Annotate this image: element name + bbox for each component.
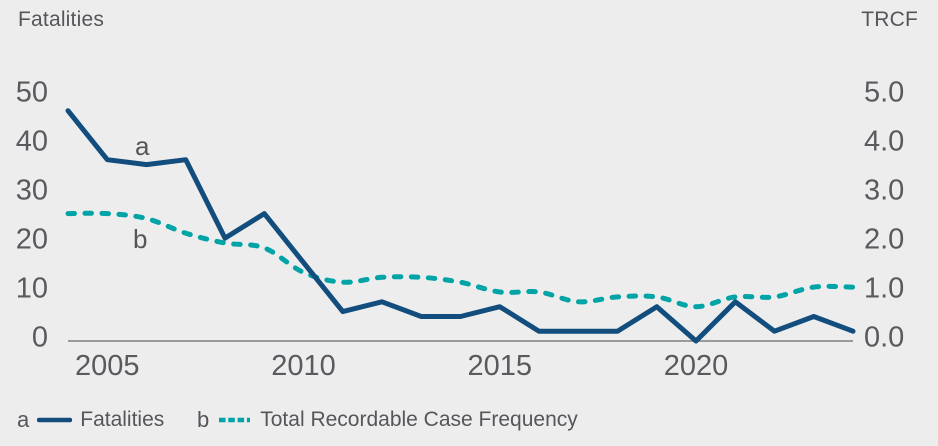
x-tick-2005: 2005 [75,350,140,382]
x-tick-2015: 2015 [467,350,533,382]
y-right-tick-2.0: 2.0 [864,223,905,255]
x-tick-2020: 2020 [663,350,729,382]
right-axis-title: TRCF [861,8,918,31]
y-left-tick-10: 10 [15,272,48,304]
legend-label-a: Fatalities [80,408,165,431]
trcf-line [65,210,856,310]
legend-swatch-solid-line-icon [37,417,73,423]
legend-key-b: b [197,407,210,432]
series-a-marker: a [135,131,150,161]
legend-swatch-dashed-line-icon [219,417,251,423]
legend-label-b: Total Recordable Case Frequency [260,408,578,431]
y-right-tick-5.0: 5.0 [864,76,905,108]
legend: a Fatalities b Total Recordable Case Freque… [0,407,938,439]
y-left-tick-20: 20 [15,223,48,255]
y-left-tick-0: 0 [31,321,48,353]
y-left-tick-30: 30 [15,174,48,206]
y-right-tick-0.0: 0.0 [864,321,905,353]
y-left-tick-50: 50 [15,76,48,108]
x-tick-2010: 2010 [271,350,336,382]
y-right-tick-3.0: 3.0 [864,174,905,206]
legend-item-b: b Total Recordable Case Frequency [197,407,578,433]
left-axis-title: Fatalities [18,8,105,31]
legend-key-a: a [17,407,30,432]
y-left-tick-40: 40 [15,125,48,157]
legend-item-a: a Fatalities [17,407,164,433]
y-right-tick-4.0: 4.0 [864,125,905,157]
y-right-tick-1.0: 1.0 [864,272,905,304]
fatalities-line [65,108,856,344]
series-b-marker: b [133,224,148,254]
